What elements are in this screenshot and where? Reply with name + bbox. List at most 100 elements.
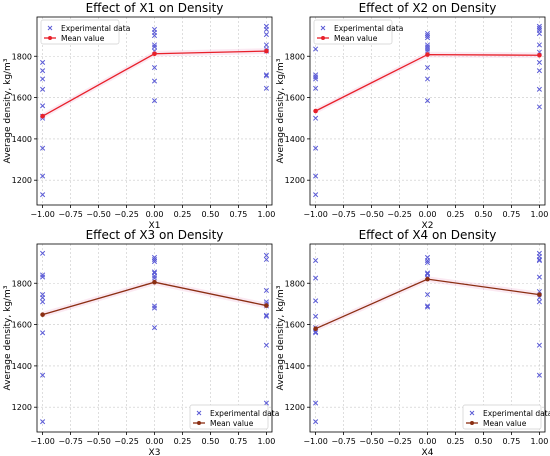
- experimental-data-point: [40, 103, 46, 109]
- chart-title: Effect of X3 on Density: [86, 228, 224, 242]
- x-axis-label: X2: [422, 221, 434, 231]
- experimental-data-point: [424, 30, 431, 37]
- x-tick-label: −0.25: [114, 210, 139, 219]
- x-tick-label: −0.50: [86, 437, 111, 446]
- mean-value-point: [264, 303, 269, 308]
- chart-title: Effect of X1 on Density: [86, 1, 224, 15]
- experimental-data-point: [424, 98, 431, 104]
- experimental-data-point: [40, 419, 46, 425]
- experimental-data-point: [40, 272, 46, 278]
- experimental-data-point: [151, 256, 158, 263]
- mean-value-point: [264, 48, 269, 54]
- experimental-data-point: [536, 86, 542, 92]
- x-tick-label: −0.50: [86, 210, 111, 219]
- legend-marker-experimental: [320, 25, 326, 31]
- y-tick-label: 1200: [285, 403, 305, 412]
- experimental-data-point: [313, 400, 319, 406]
- legend-label-mean: Mean value: [334, 34, 378, 43]
- experimental-data-point: [424, 48, 431, 54]
- y-tick-label: 1400: [285, 362, 305, 371]
- y-tick-label: 1400: [285, 135, 305, 144]
- experimental-data-point: [263, 73, 269, 79]
- experimental-data-point: [424, 35, 431, 41]
- experimental-data-point: [536, 372, 542, 378]
- y-tick-label: 1800: [285, 279, 305, 288]
- y-tick-label: 1800: [12, 52, 32, 61]
- chart-panel-4: −1.00 −0.75 −0.50 −0.25 0.00 0.25 0.50 0.75 1.00…: [276, 228, 550, 456]
- experimental-data-point: [151, 273, 158, 279]
- y-axis-label: Average density, kg/m³: [276, 58, 286, 163]
- experimental-data-point: [424, 42, 431, 48]
- x-tick-label: −0.75: [58, 437, 83, 446]
- x-tick-label: 0.25: [174, 437, 192, 446]
- experimental-data-point: [40, 59, 46, 66]
- x-tick-label: −0.25: [114, 437, 139, 446]
- experimental-data-point: [424, 44, 431, 50]
- mean-value-point: [40, 312, 45, 317]
- experimental-data-point: [313, 275, 319, 281]
- experimental-data-point: [424, 257, 431, 264]
- experimental-data-point: [313, 173, 319, 179]
- legend-label-experimental: Experimental data: [334, 24, 403, 33]
- x-tick-label: 0.00: [146, 210, 164, 219]
- y-tick-label: 1200: [12, 176, 32, 185]
- x-tick-label: −0.75: [331, 210, 356, 219]
- x-tick-label: 1.00: [530, 437, 548, 446]
- experimental-data-point: [40, 68, 46, 74]
- experimental-data-point: [536, 30, 542, 37]
- x-tick-label: −0.50: [359, 210, 384, 219]
- x-axis-label: X1: [149, 221, 161, 231]
- experimental-data-point: [424, 292, 431, 298]
- experimental-data-point: [263, 42, 269, 48]
- experimental-data-point: [151, 78, 158, 84]
- experimental-data-point: [424, 46, 431, 52]
- experimental-data-point: [424, 303, 431, 309]
- x-tick-label: −1.00: [30, 210, 55, 219]
- experimental-data-point: [313, 115, 319, 121]
- experimental-data-point: [40, 330, 46, 336]
- experimental-data-point: [40, 372, 46, 378]
- x-tick-label: 0.75: [230, 210, 248, 219]
- x-tick-label: 0.00: [419, 437, 437, 446]
- x-tick-label: 0.50: [202, 210, 220, 219]
- mean-value-point: [425, 52, 430, 57]
- mean-value-point: [313, 326, 318, 332]
- y-axis-label: Average density, kg/m³: [3, 285, 13, 390]
- y-tick-label: 1600: [285, 94, 305, 103]
- legend-box: [462, 404, 542, 430]
- experimental-data-point: [313, 46, 319, 52]
- experimental-data-point: [263, 256, 269, 263]
- experimental-data-point: [536, 256, 542, 263]
- x-tick-label: 0.00: [146, 437, 164, 446]
- y-tick-label: 1800: [285, 52, 305, 61]
- experimental-data-point: [40, 295, 46, 301]
- experimental-data-point: [151, 275, 158, 281]
- chart-panel-2: −1.00 −0.75 −0.50 −0.25 0.00 0.25 0.50 0.75 1.00…: [276, 1, 548, 231]
- experimental-data-point: [313, 72, 319, 78]
- experimental-data-point: [151, 44, 158, 50]
- legend-box: [313, 19, 393, 45]
- experimental-data-point: [263, 313, 269, 319]
- experimental-data-point: [151, 254, 158, 260]
- experimental-data-point: [536, 59, 542, 66]
- mean-value-point: [152, 51, 157, 57]
- experimental-data-point: [536, 68, 542, 74]
- legend-marker-mean: [321, 36, 325, 40]
- legend-label-mean: Mean value: [483, 419, 527, 428]
- legend-label-experimental: Experimental data: [61, 24, 130, 33]
- legend-marker-experimental: [469, 410, 475, 416]
- legend-label-mean: Mean value: [61, 34, 105, 43]
- legend-marker-mean: [470, 421, 474, 425]
- experimental-data-point: [40, 76, 46, 82]
- mean-value-point: [152, 279, 157, 285]
- experimental-data-point: [151, 65, 158, 71]
- y-tick-label: 1600: [12, 321, 32, 330]
- experimental-data-point: [313, 419, 319, 425]
- x-tick-label: 0.25: [447, 210, 465, 219]
- experimental-data-point: [40, 145, 46, 151]
- experimental-data-point: [151, 33, 158, 39]
- chart-title: Effect of X4 on Density: [359, 228, 497, 242]
- experimental-data-point: [151, 42, 158, 48]
- experimental-data-point: [40, 173, 46, 179]
- experimental-data-point: [40, 274, 46, 280]
